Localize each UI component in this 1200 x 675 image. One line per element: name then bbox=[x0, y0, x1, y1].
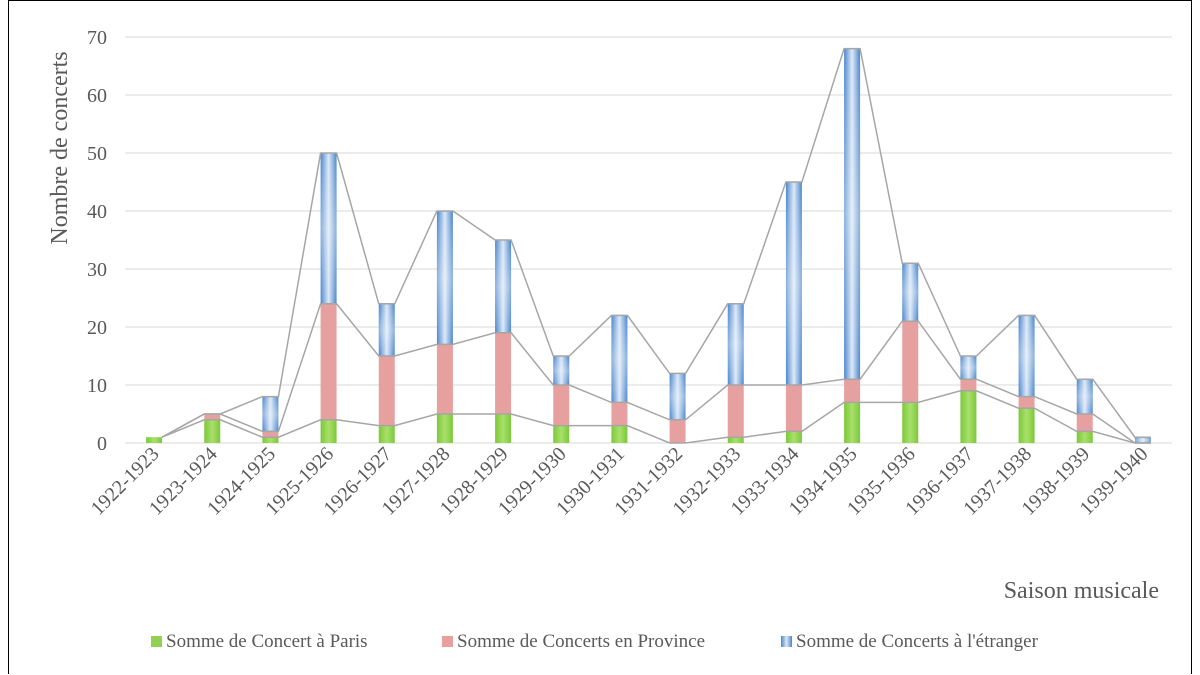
bar-segment bbox=[204, 419, 221, 443]
bar-segment bbox=[785, 431, 802, 443]
y-axis-ticks: 0 10 20 30 40 50 60 70 bbox=[87, 27, 107, 455]
bar-segment-shine bbox=[1134, 437, 1151, 443]
bar-segment bbox=[495, 332, 512, 414]
bar-segment bbox=[960, 390, 977, 443]
bar-segment bbox=[1018, 408, 1035, 443]
bar-segment bbox=[146, 437, 163, 443]
bar-segment-shine bbox=[320, 153, 337, 304]
bar-segment-shine bbox=[844, 48, 861, 380]
bar-segment-shine bbox=[611, 315, 628, 403]
bar-segment-shine bbox=[1076, 379, 1093, 414]
y-tick-label: 60 bbox=[87, 85, 107, 107]
bar-segment bbox=[262, 437, 279, 443]
y-tick-label: 20 bbox=[87, 317, 107, 339]
y-tick-label: 40 bbox=[87, 201, 107, 223]
bar-segment-shine bbox=[553, 356, 570, 385]
y-tick-label: 30 bbox=[87, 259, 107, 281]
y-tick-label: 10 bbox=[87, 375, 107, 397]
legend-label: Somme de Concert à Paris bbox=[166, 631, 368, 652]
bar-segment bbox=[378, 425, 395, 443]
y-tick-label: 70 bbox=[87, 27, 107, 49]
bar-segment-shine bbox=[1018, 315, 1035, 397]
series-lines bbox=[161, 47, 1151, 444]
bar-segment bbox=[902, 402, 919, 443]
bar-segment bbox=[844, 402, 861, 443]
bar-segment bbox=[844, 379, 861, 403]
bar-segment bbox=[320, 419, 337, 443]
legend-swatch bbox=[151, 636, 162, 647]
bar-segment bbox=[902, 321, 919, 403]
series-line bbox=[161, 303, 1151, 444]
y-tick-label: 0 bbox=[97, 433, 107, 455]
gridlines bbox=[125, 36, 1172, 444]
bar-segment-shine bbox=[960, 356, 977, 380]
legend-label: Somme de Concerts en Province bbox=[457, 631, 705, 652]
bar-segment bbox=[553, 385, 570, 426]
bars bbox=[146, 48, 1151, 443]
bar-segment bbox=[262, 431, 279, 438]
bar-segment bbox=[960, 379, 977, 391]
bar-segment bbox=[611, 402, 628, 426]
bar-segment-shine bbox=[436, 211, 453, 345]
bar-segment bbox=[436, 414, 453, 443]
bar-segment bbox=[727, 437, 744, 443]
bar-segment bbox=[378, 356, 395, 426]
x-axis-title: Saison musicale bbox=[1004, 578, 1159, 604]
bar-segment bbox=[436, 344, 453, 414]
bar-segment bbox=[204, 414, 221, 420]
bar-segment-shine bbox=[669, 373, 686, 420]
bar-segment-shine bbox=[262, 396, 279, 432]
chart-frame bbox=[8, 0, 1192, 674]
bar-segment bbox=[553, 425, 570, 443]
bar-segment bbox=[1076, 431, 1093, 443]
bar-segment bbox=[320, 303, 337, 420]
bar-segment-shine bbox=[785, 182, 802, 385]
legend-swatch bbox=[442, 636, 453, 647]
x-axis-ticks: 1922-19231923-19241924-19251925-19261926… bbox=[87, 443, 1153, 520]
y-tick-label: 50 bbox=[87, 143, 107, 165]
bar-segment bbox=[669, 419, 686, 443]
bar-segment-shine bbox=[727, 303, 744, 385]
bar-segment-shine bbox=[495, 240, 512, 333]
bar-segment-shine bbox=[902, 263, 919, 322]
bar-segment bbox=[611, 425, 628, 443]
legend-swatch bbox=[781, 636, 792, 647]
legend-label: Somme de Concerts à l'étranger bbox=[796, 631, 1039, 652]
legend: Somme de Concert à Paris Somme de Concert… bbox=[151, 631, 1039, 652]
bar-segment bbox=[785, 385, 802, 432]
y-axis-title: Nombre de concerts bbox=[47, 51, 73, 244]
series-line bbox=[161, 47, 1151, 438]
bar-segment bbox=[495, 414, 512, 443]
bar-segment bbox=[1076, 414, 1093, 432]
series-line bbox=[161, 390, 1151, 444]
bar-segment-shine bbox=[378, 303, 395, 356]
bar-segment bbox=[1018, 396, 1035, 409]
bar-segment bbox=[727, 385, 744, 438]
